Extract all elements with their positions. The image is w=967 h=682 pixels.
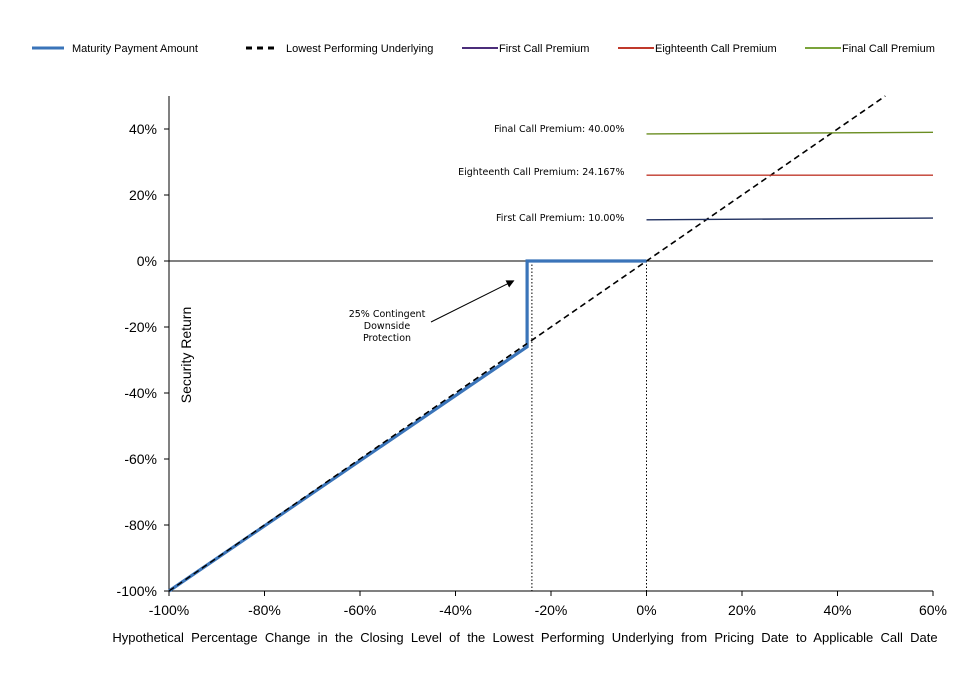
vertical-markers (531, 261, 647, 591)
series-line-lowest-performing-underlying-overlay (168, 342, 528, 592)
call-premium-label: Eighteenth Call Premium: 24.167% (458, 167, 624, 178)
legend-label: Lowest Performing Underlying (286, 43, 433, 55)
x-tick-label: -100% (149, 602, 189, 618)
x-tick-label: -60% (344, 602, 377, 618)
callout-text: 25% Contingent (349, 309, 426, 320)
y-tick-label: 20% (129, 187, 157, 203)
x-tick-label: -80% (248, 602, 281, 618)
x-tick-label: 20% (728, 602, 756, 618)
y-axis-title: Security Return (178, 307, 194, 403)
x-tick-label: -20% (535, 602, 568, 618)
x-axis-title: Hypothetical Percentage Change in the Cl… (112, 630, 937, 645)
series-line-maturity-payment-amount (168, 259, 647, 593)
y-tick-label: 0% (137, 253, 157, 269)
legend-label: Final Call Premium (842, 43, 935, 55)
y-tick-label: -20% (124, 319, 157, 335)
y-tick-label: -40% (124, 385, 157, 401)
call-premium-label: First Call Premium: 10.00% (496, 213, 624, 224)
annotations: Final Call Premium: 40.00% Eighteenth Cal… (349, 124, 625, 344)
y-tick-label: -100% (117, 583, 157, 599)
x-tick-label: 40% (823, 602, 851, 618)
tick-labels: 40% 20% 0% -20% -40% -60% -80% -100% -100% -80% -6… (117, 121, 947, 618)
y-tick-label: -60% (124, 451, 157, 467)
legend-label: Maturity Payment Amount (72, 43, 198, 55)
callout-text: Downside (364, 321, 411, 332)
x-tick-label: 0% (636, 602, 656, 618)
series-lines (168, 95, 934, 593)
legend-label: First Call Premium (499, 43, 589, 55)
y-tick-label: 40% (129, 121, 157, 137)
legend-label: Eighteenth Call Premium (655, 43, 777, 55)
callout-text: Protection (363, 333, 411, 344)
call-premium-label: Final Call Premium: 40.00% (494, 124, 624, 135)
legend: Maturity Payment Amount Lowest Performing… (32, 43, 935, 55)
x-tick-label: 60% (919, 602, 947, 618)
series-line-first-call-premium (646, 217, 934, 221)
callout-arrow (430, 280, 515, 323)
x-tick-label: -40% (439, 602, 472, 618)
y-tick-label: -80% (124, 517, 157, 533)
series-line-final-call-premium (646, 131, 934, 135)
